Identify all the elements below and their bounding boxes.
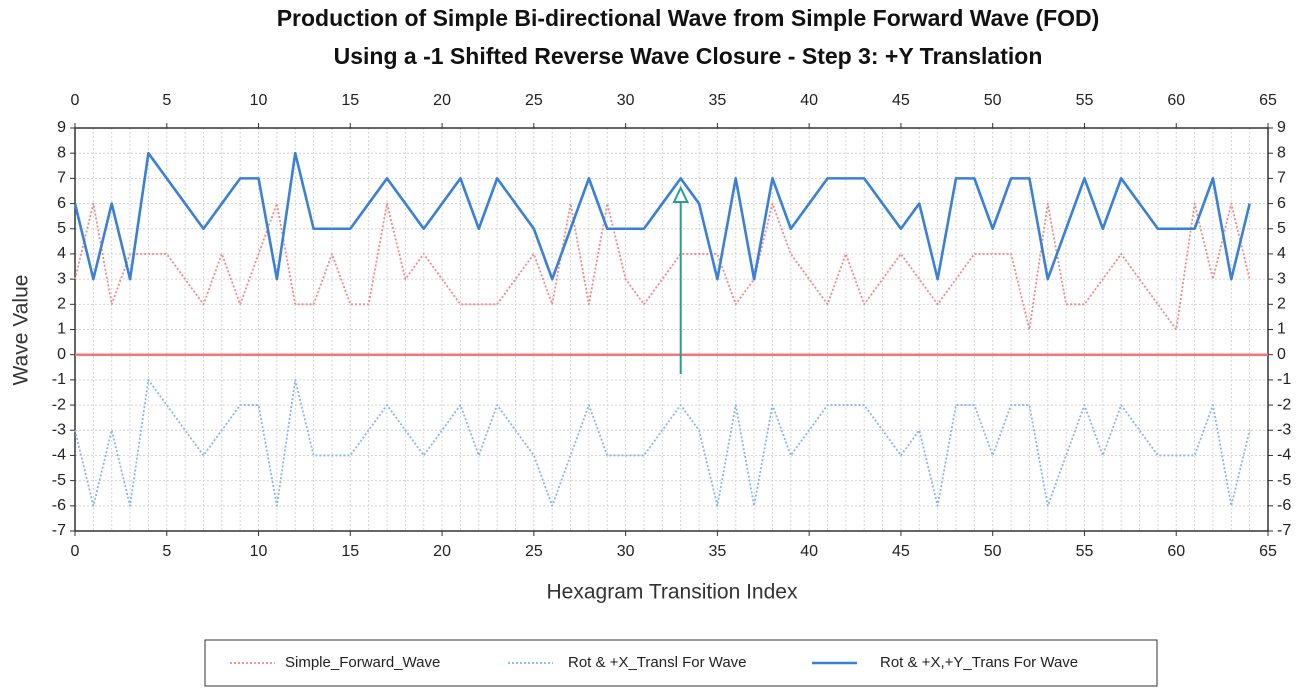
y-tick-label: -7 <box>52 522 66 539</box>
x-axis-title: Hexagram Transition Index <box>547 581 798 604</box>
x-tick-label: 25 <box>525 543 543 560</box>
y-tick-label: 2 <box>57 296 66 313</box>
y2-tick-label: 9 <box>1277 119 1286 136</box>
y-tick-label: -2 <box>52 396 66 413</box>
x2-tick-label: 10 <box>250 92 268 109</box>
x-tick-label: 65 <box>1259 543 1277 560</box>
y2-tick-label: -1 <box>1277 371 1291 388</box>
x-tick-label: 20 <box>433 543 451 560</box>
y-tick-label: 8 <box>57 144 66 161</box>
y-tick-label: 7 <box>57 170 66 187</box>
series-line <box>73 151 1251 281</box>
plot-frame <box>74 127 1269 532</box>
series-line <box>74 202 1251 331</box>
y2-tick-label: 4 <box>1277 245 1286 262</box>
x-tick-label: 55 <box>1076 543 1094 560</box>
x2-tick-label: 25 <box>525 92 543 109</box>
y-tick-label: 1 <box>57 321 66 338</box>
x2-tick-label: 60 <box>1167 92 1185 109</box>
y2-tick-label: 8 <box>1277 144 1286 161</box>
legend: Simple_Forward_Wave Rot & +X_Transl For W… <box>230 654 1078 671</box>
x-tick-label: 5 <box>162 543 171 560</box>
x2-tick-label: 35 <box>708 92 726 109</box>
x-tick-label: 50 <box>984 543 1002 560</box>
x2-tick-label: 0 <box>71 92 80 109</box>
y-tick-label: 4 <box>57 245 66 262</box>
x2-tick-label: 30 <box>617 92 635 109</box>
x-tick-label: 35 <box>708 543 726 560</box>
x-tick-label: 0 <box>71 543 80 560</box>
y2-tick-label: -4 <box>1277 447 1291 464</box>
x2-tick-label: 40 <box>800 92 818 109</box>
y-tick-label: -3 <box>52 421 66 438</box>
x2-tick-label: 65 <box>1259 92 1277 109</box>
y2-tick-label: 3 <box>1277 270 1286 287</box>
y2-tick-label: 6 <box>1277 195 1286 212</box>
legend-label: Rot & +X,+Y_Trans For Wave <box>880 654 1078 671</box>
x-tick-label: 10 <box>250 543 268 560</box>
y-axis-title: Wave Value <box>10 275 33 386</box>
legend-label: Simple_Forward_Wave <box>285 654 440 671</box>
y2-tick-label: -5 <box>1277 472 1291 489</box>
chart-title: Production of Simple Bi-directional Wave… <box>277 5 1100 31</box>
y-tick-label: 9 <box>57 119 66 136</box>
legend-box <box>204 639 1158 687</box>
y-tick-label: 3 <box>57 270 66 287</box>
y-tick-label: 6 <box>57 195 66 212</box>
x2-tick-label: 5 <box>162 92 171 109</box>
y-tick-label: 5 <box>57 220 66 237</box>
y-tick-label: -4 <box>52 447 66 464</box>
arrow-head <box>672 185 689 203</box>
y2-tick-label: 5 <box>1277 220 1286 237</box>
y-tick-label: 0 <box>57 346 66 363</box>
y2-tick-label: 2 <box>1277 296 1286 313</box>
y2-tick-label: -6 <box>1277 497 1291 514</box>
legend-label: Rot & +X_Transl For Wave <box>568 654 747 671</box>
series-line <box>74 378 1251 507</box>
y2-tick-label: 7 <box>1277 170 1286 187</box>
x2-tick-label: 50 <box>984 92 1002 109</box>
chart-title: Using a -1 Shifted Reverse Wave Closure … <box>334 43 1043 69</box>
y2-tick-label: 0 <box>1277 346 1286 363</box>
x2-tick-label: 20 <box>433 92 451 109</box>
y-tick-label: -5 <box>52 472 66 489</box>
x-tick-label: 45 <box>892 543 910 560</box>
y-tick-label: -1 <box>52 371 66 388</box>
y2-tick-label: -2 <box>1277 396 1291 413</box>
y2-tick-label: 1 <box>1277 321 1286 338</box>
x-tick-label: 15 <box>341 543 359 560</box>
x2-tick-label: 45 <box>892 92 910 109</box>
y-tick-label: -6 <box>52 497 66 514</box>
x-tick-label: 30 <box>617 543 635 560</box>
x2-tick-label: 55 <box>1076 92 1094 109</box>
x-tick-label: 40 <box>800 543 818 560</box>
y2-tick-label: -3 <box>1277 421 1291 438</box>
x-tick-label: 60 <box>1167 543 1185 560</box>
y2-tick-label: -7 <box>1277 522 1291 539</box>
x2-tick-label: 15 <box>341 92 359 109</box>
